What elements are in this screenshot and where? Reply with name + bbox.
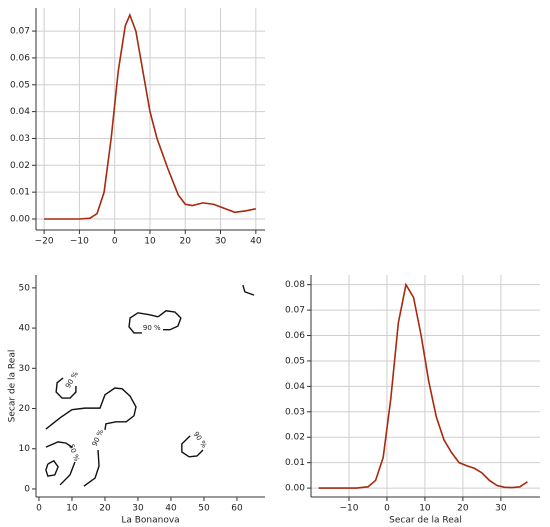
density-line: [44, 12, 256, 220]
x-tick-label: 40: [165, 504, 177, 514]
contour-line: [45, 387, 137, 430]
y-tick-label: 0.01: [285, 458, 305, 468]
y-tick-label: 0.05: [285, 356, 305, 366]
y-tick-label: 0.01: [10, 188, 30, 198]
contour-line: [45, 441, 76, 486]
x-tick-label: 30: [495, 504, 507, 514]
contour-line: [55, 377, 77, 399]
y-tick-label: 0.02: [10, 161, 30, 171]
y-tick-label: 0.00: [285, 484, 305, 494]
y-tick-label: 0.08: [285, 280, 305, 290]
contour-line: [181, 435, 204, 458]
x-axis-label: Secar de la Real: [389, 516, 462, 526]
y-tick-label: 30: [19, 364, 31, 374]
x-tick-label: −10: [339, 504, 358, 514]
contour-label: 90 %: [91, 428, 106, 448]
contour-line: [242, 284, 255, 296]
x-tick-label: 10: [144, 237, 156, 247]
y-tick-label: 10: [19, 444, 31, 454]
panel: −20 −10 0 10 20 30 40 0.00 0.01 0.02 0.03 0.04 0.05 0…: [10, 8, 265, 247]
x-tick-label: −20: [35, 237, 54, 247]
x-tick-label: 60: [231, 504, 243, 514]
contour-line: [83, 449, 100, 487]
x-tick-label: 50: [198, 504, 210, 514]
x-tick-label: 20: [180, 237, 192, 247]
x-tick-label: 0: [112, 237, 118, 247]
x-axis-label: La Bonanova: [121, 516, 179, 526]
panel: 0 10 20 30 40 50 60 0 10 20 30 40 50 La Bonanova Secar…: [8, 275, 265, 526]
panel: −10 0 10 20 30 0.00 0.01 0.02 0.03 0.04 0.05 0.06 0.…: [285, 275, 540, 526]
y-axis-label: Secar de la Real: [8, 350, 18, 423]
x-tick-label: 10: [419, 504, 431, 514]
y-tick-label: 50: [19, 283, 31, 293]
y-tick-label: 0: [24, 484, 30, 494]
contour-label: 90 %: [143, 324, 161, 332]
contour-line: [45, 459, 59, 477]
x-tick-label: 0: [384, 504, 390, 514]
x-tick-label: 20: [99, 504, 111, 514]
x-tick-label: 0: [36, 504, 42, 514]
y-tick-label: 0.06: [285, 331, 305, 341]
contour-line: [128, 310, 182, 334]
x-tick-label: 10: [66, 504, 78, 514]
x-tick-label: 40: [250, 237, 262, 247]
x-tick-label: 30: [215, 237, 227, 247]
y-tick-label: 20: [19, 404, 31, 414]
x-tick-label: 20: [457, 504, 469, 514]
y-tick-label: 0.00: [10, 214, 30, 224]
x-tick-label: −10: [70, 237, 89, 247]
y-tick-label: 0.04: [285, 382, 305, 392]
y-tick-label: 0.07: [10, 27, 30, 37]
y-tick-label: 0.05: [10, 80, 30, 90]
contour-label: 50 %: [67, 443, 81, 463]
y-tick-label: 0.03: [285, 407, 305, 417]
y-tick-label: 0.03: [10, 134, 30, 144]
y-tick-label: 40: [19, 324, 31, 334]
y-tick-label: 0.04: [10, 107, 30, 117]
y-tick-label: 0.06: [10, 53, 30, 63]
x-tick-label: 30: [132, 504, 144, 514]
density-line: [318, 282, 528, 489]
y-tick-label: 0.07: [285, 306, 305, 316]
contour-label: 90 %: [64, 370, 80, 390]
y-tick-label: 0.02: [285, 433, 305, 443]
contour-label: 90 %: [192, 430, 209, 449]
